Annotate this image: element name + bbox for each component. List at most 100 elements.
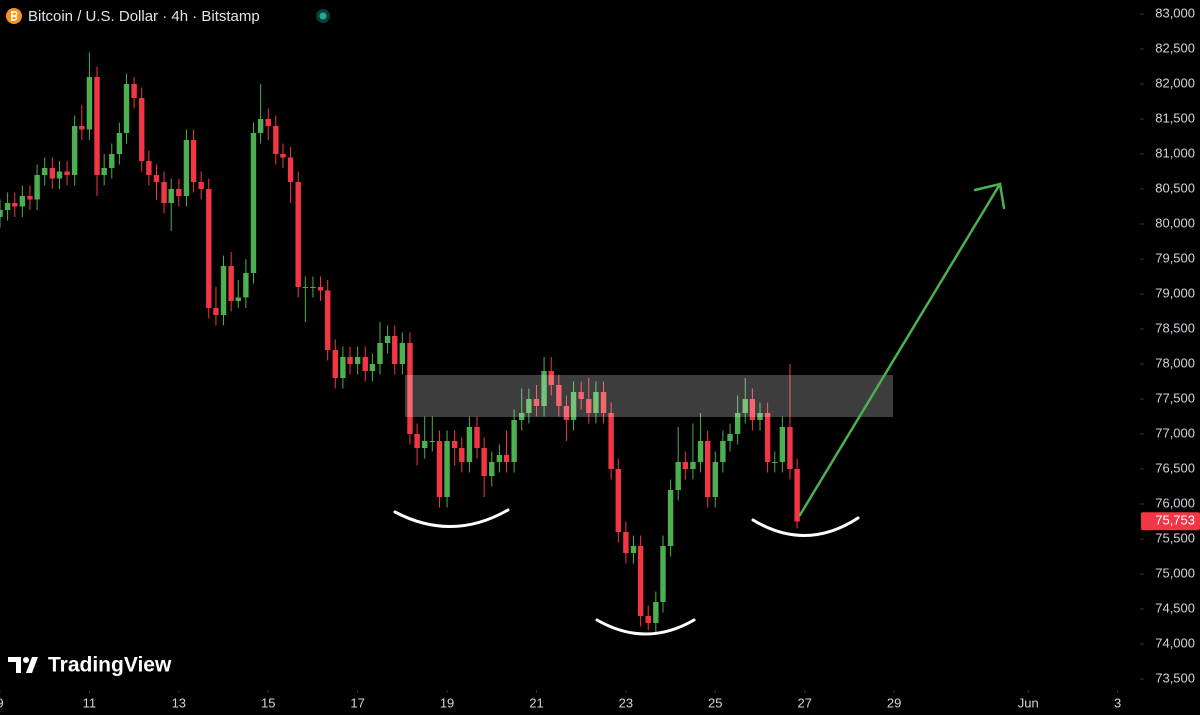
x-tick-label: 21 [529,695,543,710]
candle-body [86,77,93,130]
x-tick-label: 15 [261,695,275,710]
candle-body [123,84,130,133]
candle-body [556,385,562,406]
candle-body [503,455,510,462]
candle-body [116,133,123,154]
y-tick-label: 80,000 [1155,215,1195,230]
candle-body [608,413,614,469]
candle-body [176,189,182,196]
candle-body [131,84,137,98]
candle-body [64,171,70,175]
x-tick-label: 19 [440,695,454,710]
logo-mark-2 [23,657,29,663]
x-tick-label: 23 [619,695,633,710]
y-tick-label: 83,000 [1155,5,1195,20]
candle-body [541,371,547,406]
candle-body [623,532,629,553]
candle-body [369,364,376,371]
candle-body [168,189,174,203]
candle-body [228,266,234,301]
y-tick-label: 80,500 [1155,180,1195,195]
x-tick-label: Jun [1018,695,1039,710]
candle-body [570,392,577,420]
projection-arrow [798,182,1006,517]
y-tick-label: 81,000 [1155,145,1195,160]
candle-body [764,413,771,462]
right-shoulder-curve [751,516,860,537]
candle-body [220,266,227,315]
candle-body [593,392,599,413]
x-tick-label: 29 [887,695,901,710]
candle-body [4,203,11,210]
candle-body [56,171,63,179]
x-tick-label: 25 [708,695,722,710]
candle-body [161,182,167,203]
x-tick-label: 17 [350,695,364,710]
candle-body [682,462,689,469]
left-shoulder-curve [393,508,510,528]
candle-body [206,189,212,308]
plot-area [0,52,800,634]
y-tick-label: 77,500 [1155,390,1195,405]
candle-body [727,434,733,441]
candle-body [720,441,726,462]
candle-body [407,343,413,434]
candle-body [489,462,495,476]
x-tick-label: 13 [172,695,186,710]
candle-body [42,168,48,175]
candle-body [690,462,696,469]
y-tick-label: 76,000 [1155,495,1195,510]
y-tick-label: 78,000 [1155,355,1195,370]
candle-body [362,357,368,371]
candle-body [749,399,756,420]
candle-body [653,602,659,623]
candle-body [734,413,741,434]
candle-body [384,336,391,343]
candle-body [399,343,406,364]
candle-body [257,119,264,133]
logo-mark-3 [26,657,38,673]
y-tick-label: 75,500 [1155,530,1195,545]
candle-body [250,133,257,273]
bitcoin-glyph [11,11,18,21]
candle-body [153,175,160,182]
y-tick-label: 82,000 [1155,75,1195,90]
x-tick-label: 27 [797,695,811,710]
candle-body [19,196,26,207]
candle-body [615,469,621,532]
y-tick-label: 75,000 [1155,565,1195,580]
candle-body [0,210,3,217]
resistance-zone [405,375,893,417]
brand-logo: TradingView [8,654,172,677]
y-tick-label: 74,000 [1155,635,1195,650]
candle-body [71,126,78,175]
last-price-label: 75,753 [1155,513,1195,528]
candle-body [675,462,681,490]
candle-body [109,154,115,168]
candle-body [578,392,584,399]
candle-body [533,399,540,406]
candle-body [280,154,286,158]
candle-body [704,441,711,497]
arrow-head [973,182,1006,210]
candle-body [712,462,718,497]
candle-body [630,546,637,553]
y-tick-label: 76,500 [1155,460,1195,475]
candle-body [295,182,301,287]
status-dot [319,12,327,20]
candle-body [265,119,271,126]
candle-body [586,399,592,413]
candle-body [466,427,473,462]
candle-body [190,140,197,182]
candle-body [787,427,793,469]
candle-body [436,441,443,497]
candle-body [779,427,786,462]
candle-body [243,273,249,298]
candle-body [317,287,324,291]
candle-body [511,420,517,462]
candle-body [637,546,644,616]
candle-body [660,546,666,602]
candle-body [794,469,800,522]
